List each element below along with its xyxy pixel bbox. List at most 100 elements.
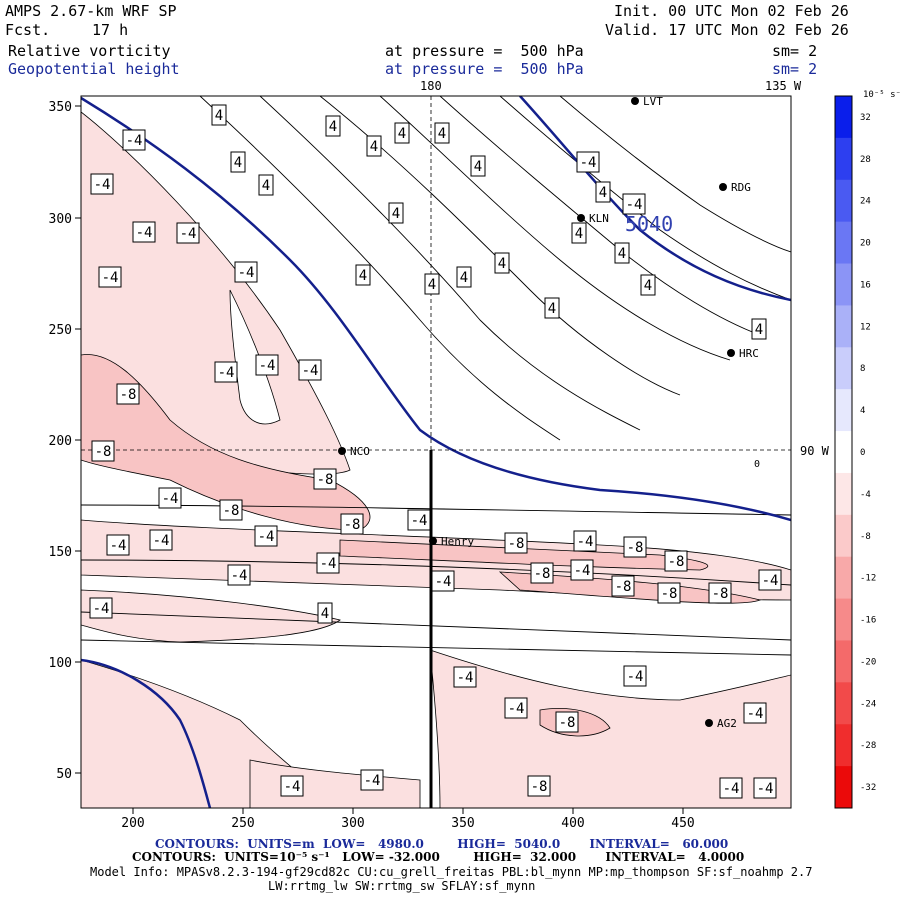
contour-label: -4 (577, 534, 594, 550)
lon-label-180: 180 (420, 79, 442, 93)
contour-label-box (622, 193, 646, 215)
contour-label-box (494, 252, 510, 274)
lon-label-90w: 90 W (800, 444, 829, 458)
contour-label-box (219, 499, 243, 521)
colorbar-frame (834, 95, 853, 809)
contour-label-box (91, 440, 115, 462)
y-tick-label: 350 (49, 100, 72, 115)
colorbar-label: 24 (860, 197, 871, 207)
contour-label: -4 (627, 669, 644, 685)
colorbar-swatch (835, 431, 852, 474)
x-tick-label: 400 (561, 816, 584, 831)
contour-label-box (570, 559, 594, 581)
colorbar-swatch (835, 556, 852, 600)
contour-label-box (708, 582, 732, 604)
contour-label: -4 (411, 513, 428, 529)
contour-label: -8 (344, 517, 361, 533)
contour-label: -4 (302, 363, 319, 379)
contour-label: -8 (661, 586, 678, 602)
x-tick-label: 200 (121, 816, 144, 831)
contour-label: 4 (474, 159, 482, 175)
contour-label-box (743, 702, 767, 724)
field2-smoothing: sm= 2 (772, 60, 818, 78)
contour-label: -4 (259, 358, 276, 374)
colorbar-units: 10⁻⁵ s⁻¹ (863, 90, 900, 100)
contour-label-box (573, 530, 597, 552)
contour-label: -8 (531, 779, 548, 795)
y-tick-label: 100 (49, 656, 72, 671)
map-frame (80, 95, 792, 809)
height-contour-info: CONTOURS: UNITS=m LOW= 4980.0 HIGH= 5040… (155, 837, 729, 851)
contour-label-box (456, 266, 472, 288)
station-dot-ag2 (705, 719, 713, 727)
model-info: Model Info: MPASv8.2.3-194-gf29cd82c CU:… (90, 865, 813, 879)
station-label-ag2: AG2 (717, 717, 737, 730)
contour-label: 4 (215, 108, 223, 124)
contour-label: -4 (231, 568, 248, 584)
contour-label: -4 (723, 781, 740, 797)
lat-lon-grid (81, 96, 791, 451)
contour-label: 4 (234, 155, 242, 171)
contour-label-box (527, 775, 551, 797)
colorbar-label: -8 (860, 532, 871, 542)
x-tick-label: 450 (671, 816, 694, 831)
contour-label: -4 (110, 538, 127, 554)
station-dot-hrc (727, 349, 735, 357)
contour-label: -4 (762, 573, 779, 589)
contour-label-box (611, 575, 635, 597)
contour-label: 4 (329, 119, 337, 135)
y-tick-label: 200 (49, 434, 72, 449)
contour-label-box (211, 104, 227, 126)
contour-label: 4 (359, 268, 367, 284)
contour-label-box (214, 361, 238, 383)
vorticity-core (229, 289, 281, 425)
geopotential-height-contours (81, 96, 791, 808)
colorbar: 32 28 24 20 16 12 8 4 0 -4 -8 -12 -16 -20 -24 -28 -32 (834, 95, 876, 809)
contour-label-box (664, 550, 688, 572)
colorbar-swatch (835, 514, 852, 558)
contour-label-box (394, 122, 410, 144)
colorbar-swatch (835, 640, 852, 683)
station-dot-henry (429, 537, 437, 545)
x-tick-label: 250 (231, 816, 254, 831)
contour-label: -8 (615, 579, 632, 595)
contour-label: 4 (599, 185, 607, 201)
contour-label: -4 (284, 779, 301, 795)
contour-label: 4 (755, 322, 763, 338)
colorbar-swatch (835, 96, 852, 139)
contour-label: -8 (508, 536, 525, 552)
contour-label-box (571, 222, 587, 244)
contour-label-box (753, 777, 777, 799)
contour-label-box (90, 173, 114, 195)
y-tick-label: 150 (49, 545, 72, 560)
contour-label-box (149, 529, 173, 551)
valid-time: Valid. 17 UTC Mon 02 Feb 26 (605, 21, 849, 39)
y-tick-label: 50 (56, 767, 72, 782)
contour-label: -4 (508, 701, 525, 717)
contour-label-box (595, 181, 611, 203)
colorbar-label: -12 (860, 574, 876, 584)
contour-label: 4 (618, 246, 626, 262)
contour-label-box (116, 383, 140, 405)
colorbar-swatch (835, 724, 852, 767)
contour-label: -4 (180, 226, 197, 242)
contour-label-box (280, 775, 304, 797)
x-tick-label: 350 (451, 816, 474, 831)
colorbar-swatch (835, 598, 852, 641)
init-time: Init. 00 UTC Mon 02 Feb 26 (614, 2, 849, 20)
colorbar-swatch (835, 472, 852, 516)
colorbar-label: -4 (860, 490, 871, 500)
contour-label: -8 (559, 715, 576, 731)
contour-label: -4 (626, 197, 643, 213)
station-label-kln: KLN (589, 212, 609, 225)
colorbar-label: 20 (860, 239, 871, 249)
contour-label-box (424, 273, 440, 295)
colorbar-label: 32 (860, 113, 871, 123)
contour-label: -4 (93, 601, 110, 617)
field1-smoothing: sm= 2 (772, 42, 818, 60)
lon-label-135w: 135 W (765, 79, 802, 93)
colorbar-swatch (835, 305, 852, 348)
contour-label: 4 (438, 126, 446, 142)
colorbar-swatch (835, 347, 852, 390)
